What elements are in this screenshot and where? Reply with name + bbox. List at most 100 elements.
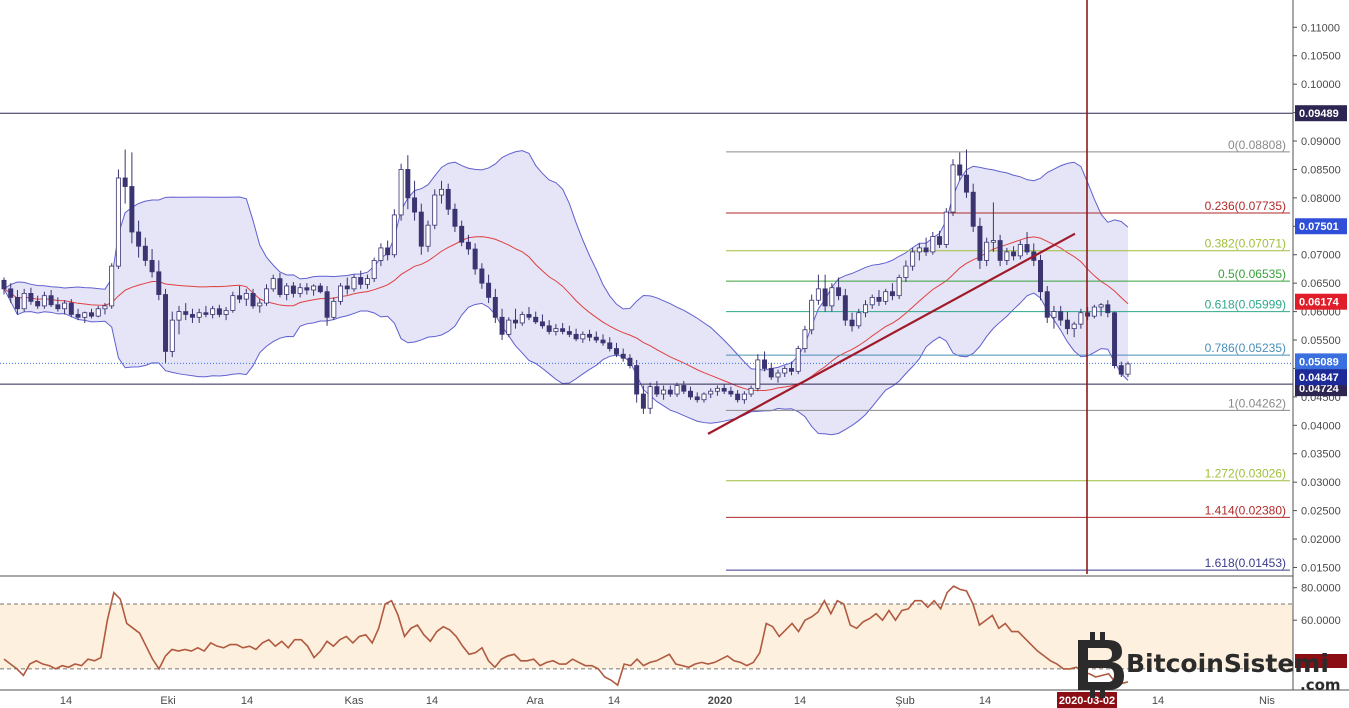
- candle: [432, 189, 438, 230]
- candle: [560, 322, 566, 335]
- candle-body: [371, 260, 377, 280]
- candle-body: [210, 308, 216, 315]
- candle-body: [539, 321, 545, 327]
- candle: [257, 299, 263, 313]
- rsi-panel[interactable]: [0, 585, 1293, 687]
- time-axis-label: 2020: [708, 695, 732, 707]
- candle-body: [667, 389, 673, 395]
- candle: [970, 183, 976, 232]
- candle: [264, 284, 269, 306]
- candle: [721, 384, 727, 395]
- candle-body: [829, 287, 835, 307]
- watermark-logo-suffix: .com: [1300, 676, 1341, 694]
- price-tick-label: 0.01500: [1301, 562, 1341, 574]
- price-tick-label: 0.11000: [1301, 22, 1340, 34]
- candle: [351, 274, 357, 292]
- price-tick-label: 0.07000: [1301, 250, 1341, 262]
- current-price-tag: 0.05089: [1299, 356, 1339, 368]
- candle: [876, 289, 882, 306]
- time-axis-label: Eki: [160, 695, 175, 707]
- time-axis-highlight-label: 2020-03-02: [1059, 695, 1115, 707]
- candle: [391, 209, 397, 258]
- candle: [169, 311, 175, 358]
- candle-body: [1044, 291, 1050, 318]
- candle: [210, 305, 216, 319]
- candle: [842, 288, 848, 326]
- fib-level-label-6: 1(0.04262): [1228, 396, 1286, 410]
- candle: [694, 392, 700, 403]
- candle-body: [122, 177, 128, 187]
- candle: [1038, 254, 1043, 301]
- candle-body: [580, 333, 586, 340]
- candle: [526, 307, 532, 321]
- candle: [661, 385, 667, 400]
- candle-body: [640, 393, 646, 409]
- price-tick-label: 0.08500: [1301, 164, 1341, 176]
- candle-body: [721, 387, 727, 392]
- candle-body: [1051, 311, 1057, 318]
- candle: [863, 300, 868, 318]
- middle-band-price-tag: 0.06174: [1299, 297, 1340, 309]
- candle: [55, 297, 61, 312]
- price-tick-label: 0.10000: [1301, 79, 1341, 91]
- candle: [654, 380, 660, 397]
- price-panel[interactable]: 0(0.08808) 0.236(0.07735) 0.382(0.07071) 0.…: [0, 0, 1293, 574]
- candle: [741, 391, 747, 404]
- candle: [486, 274, 492, 304]
- candle-body: [748, 387, 754, 395]
- candle-body: [351, 277, 357, 290]
- candle-body: [607, 342, 613, 349]
- candle-body: [943, 211, 949, 245]
- candle-body: [526, 314, 532, 318]
- candle-body: [391, 214, 397, 256]
- candle: [708, 388, 714, 399]
- candle: [142, 237, 148, 267]
- candle: [566, 325, 572, 338]
- candle: [250, 288, 256, 309]
- candle: [613, 342, 619, 358]
- candle-body: [566, 331, 572, 335]
- candle: [304, 283, 310, 295]
- candle-body: [1078, 312, 1084, 325]
- candle-body: [513, 319, 519, 324]
- candle: [997, 234, 1003, 267]
- candle: [371, 257, 377, 283]
- candle: [1091, 304, 1097, 319]
- candle-body: [849, 319, 855, 327]
- candle-body: [519, 314, 525, 324]
- candle: [573, 328, 579, 342]
- candle-body: [82, 312, 88, 318]
- candle-body: [627, 357, 633, 367]
- time-axis-label: 14: [1152, 695, 1164, 707]
- candle-body: [472, 248, 478, 270]
- candle-body: [183, 311, 189, 315]
- candle-body: [243, 293, 249, 300]
- candle: [479, 263, 485, 289]
- price-tick-label: 0.08000: [1301, 193, 1341, 205]
- candle: [580, 331, 586, 343]
- candle: [513, 308, 519, 329]
- candle: [640, 385, 646, 414]
- candle: [183, 303, 189, 321]
- candle: [533, 311, 539, 325]
- candle: [203, 305, 209, 318]
- candle-body: [89, 312, 94, 317]
- candle: [28, 287, 34, 305]
- candle: [869, 294, 875, 309]
- price-tick-label: 0.05500: [1301, 335, 1341, 347]
- candle: [223, 307, 229, 321]
- candle-body: [863, 304, 868, 314]
- candle-body: [499, 316, 505, 335]
- candle: [728, 386, 734, 397]
- candle: [553, 324, 559, 336]
- candle-body: [156, 271, 162, 295]
- candle: [620, 348, 626, 362]
- candle-body: [176, 311, 182, 321]
- candle: [109, 263, 115, 309]
- candle: [815, 274, 821, 305]
- candle: [216, 304, 222, 318]
- price-tick-label: 0.03000: [1301, 477, 1341, 489]
- candle-body: [620, 353, 626, 359]
- price-tick-label: 0.02000: [1301, 534, 1341, 546]
